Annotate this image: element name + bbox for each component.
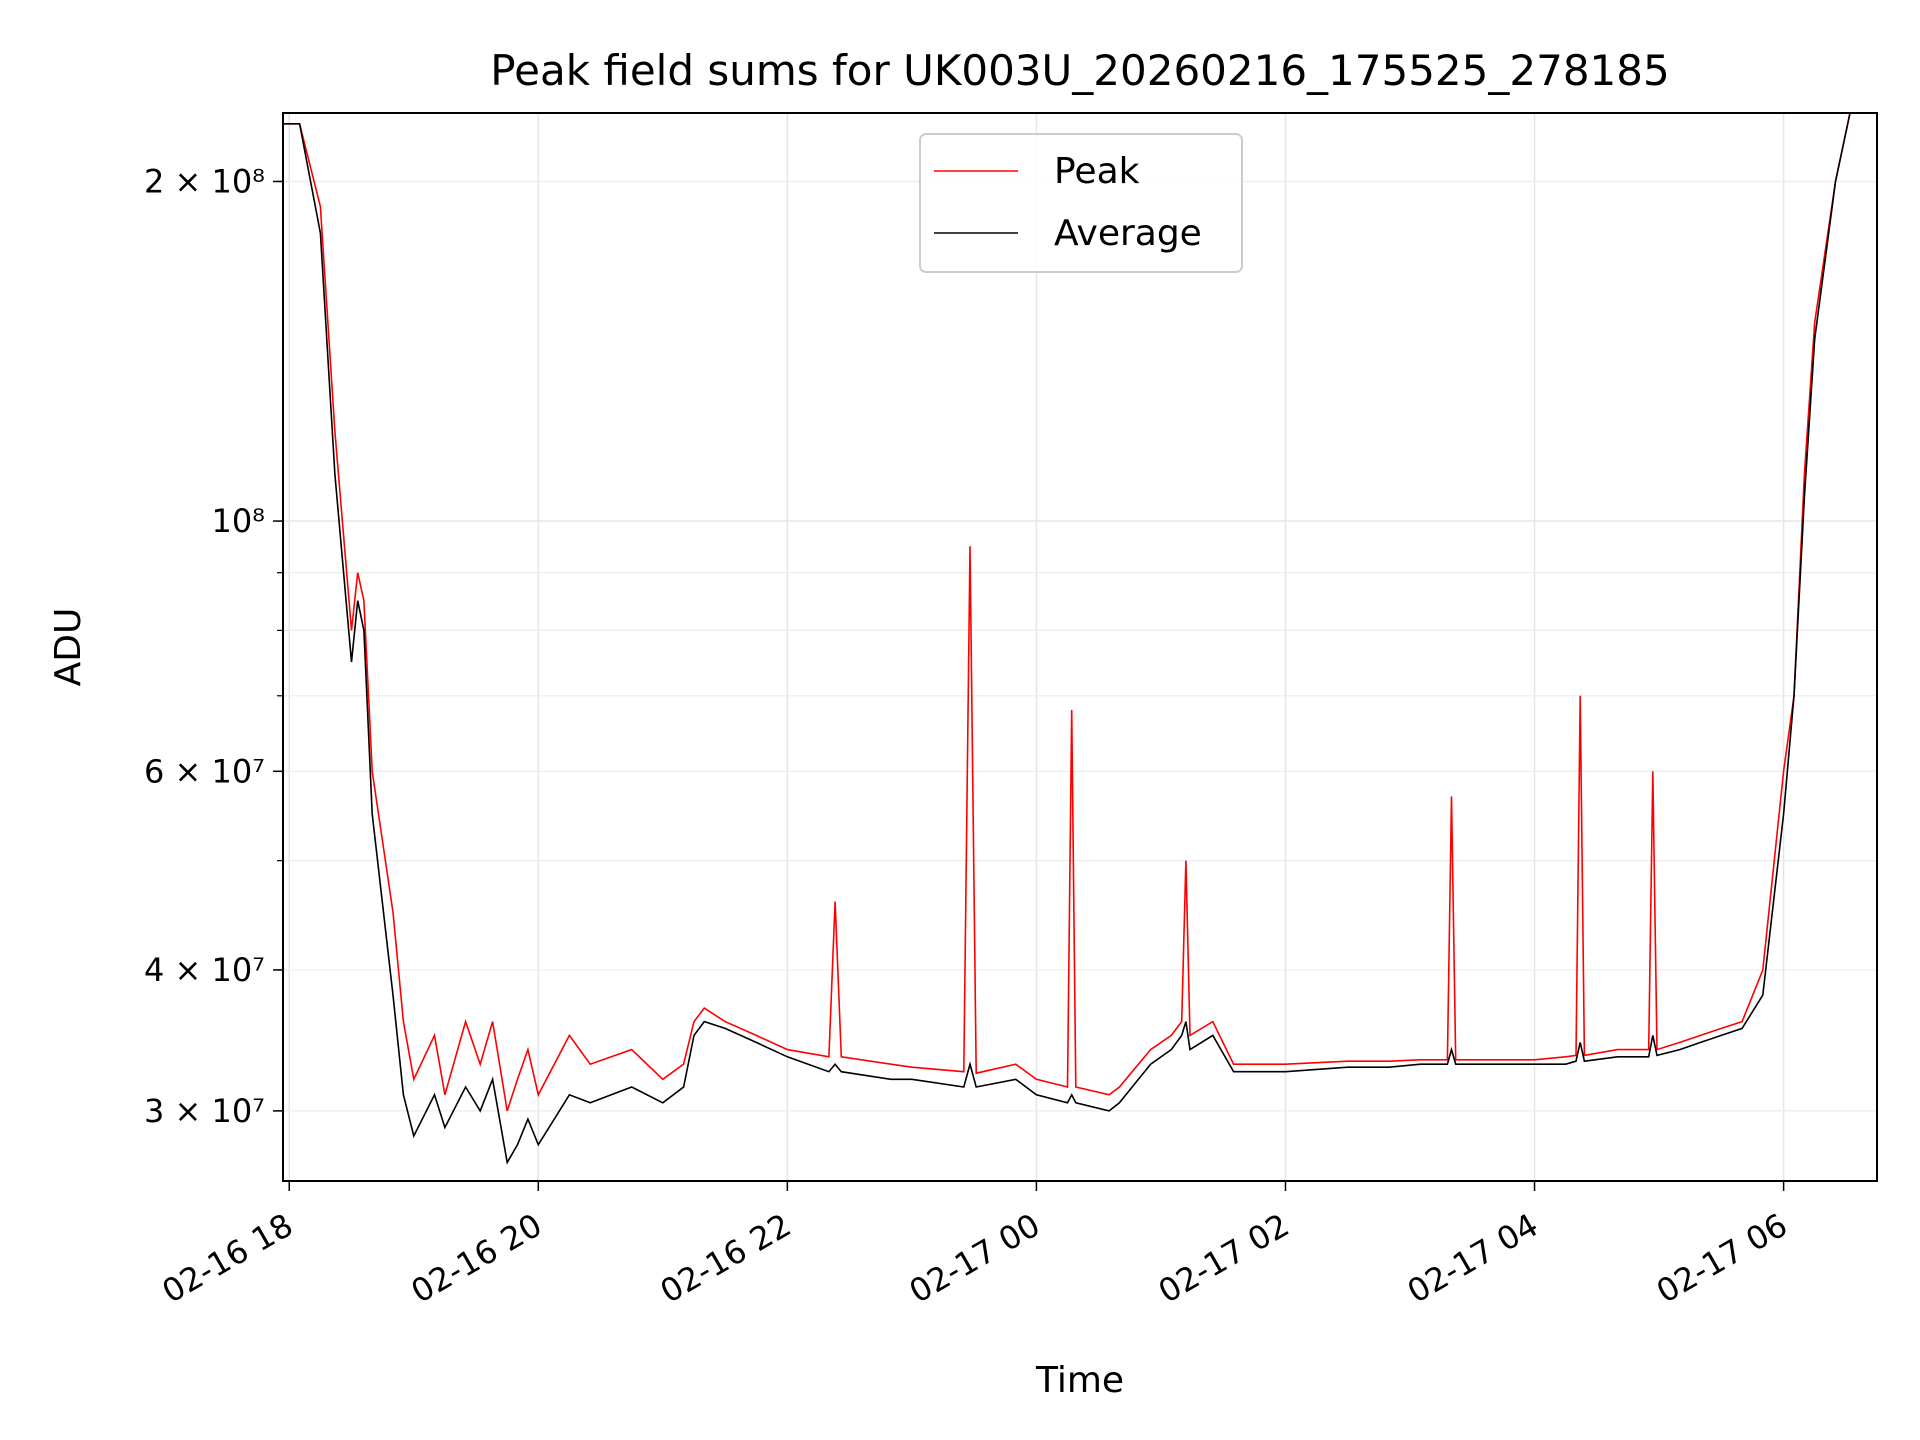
x-axis-label: Time — [1035, 1360, 1124, 1401]
y-tick-label: 3 × 10⁷ — [144, 1092, 265, 1130]
legend-label-peak: Peak — [1054, 151, 1140, 192]
y-tick-label: 4 × 10⁷ — [144, 951, 265, 989]
legend: Peak Average — [919, 133, 1243, 273]
plot-frame — [282, 112, 1878, 1182]
chart-title: Peak field sums for UK003U_20260216_1755… — [490, 46, 1669, 95]
y-axis: 3 × 10⁷ 4 × 10⁷ 6 × 10⁷ 10⁸ 2 × 10⁸ — [144, 162, 283, 1130]
y-tick-label: 10⁸ — [211, 502, 265, 540]
series-line-peak — [283, 113, 1877, 1112]
series-line-average — [283, 113, 1877, 1165]
legend-label-average: Average — [1054, 213, 1202, 254]
legend-box — [919, 133, 1243, 273]
y-axis-label: ADU — [48, 608, 89, 687]
y-tick-label: 2 × 10⁸ — [144, 162, 265, 200]
y-tick-label: 6 × 10⁷ — [144, 752, 265, 790]
